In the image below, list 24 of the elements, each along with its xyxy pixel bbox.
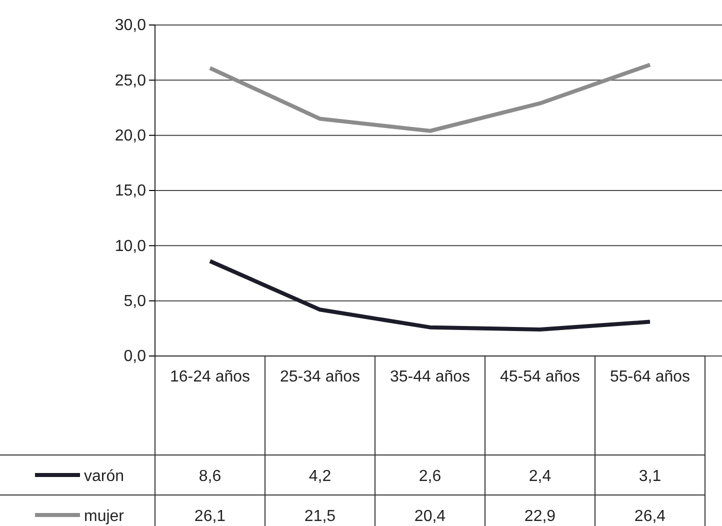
x-tick-label: 16-24 años bbox=[170, 368, 250, 386]
y-tick-label: 5,0 bbox=[124, 292, 146, 310]
x-tick-label: 25-34 años bbox=[280, 368, 360, 386]
y-tick-label: 30,0 bbox=[114, 17, 146, 34]
data-label: 26,1 bbox=[194, 508, 226, 525]
legend-label: varón bbox=[84, 468, 124, 485]
data-label: 22,9 bbox=[524, 508, 556, 525]
x-tick-label: 45-54 años bbox=[500, 368, 580, 386]
data-label: 2,6 bbox=[418, 468, 442, 485]
data-label: 26,4 bbox=[634, 508, 666, 525]
legend-label: mujer bbox=[84, 508, 125, 525]
data-label: 21,5 bbox=[304, 508, 336, 525]
data-label: 20,4 bbox=[414, 508, 446, 525]
y-tick-label: 0,0 bbox=[124, 348, 146, 366]
x-tick-label: 55-64 años bbox=[610, 368, 690, 386]
data-label: 3,1 bbox=[638, 468, 662, 485]
data-label: 2,4 bbox=[528, 468, 552, 485]
data-label: 8,6 bbox=[198, 468, 222, 485]
y-tick-label: 25,0 bbox=[114, 72, 146, 90]
y-tick-label: 15,0 bbox=[114, 182, 146, 200]
y-tick-label: 20,0 bbox=[114, 127, 146, 144]
x-tick-label: 35-44 años bbox=[390, 368, 470, 386]
data-label: 4,2 bbox=[308, 468, 332, 485]
y-tick-label: 10,0 bbox=[114, 238, 146, 255]
